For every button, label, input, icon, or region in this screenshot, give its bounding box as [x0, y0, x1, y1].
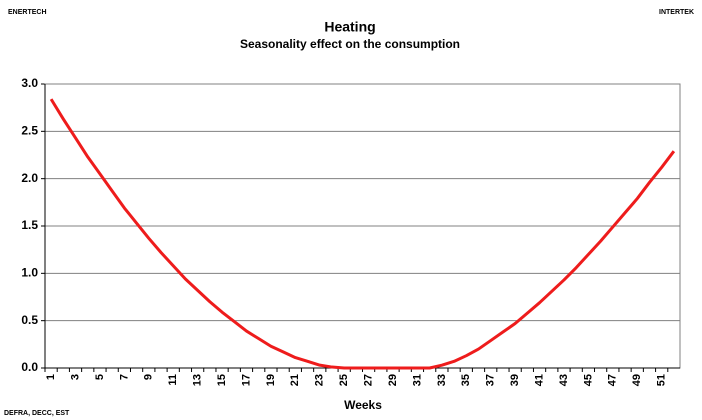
x-tick-label: 25	[338, 374, 350, 386]
x-tick-label: 43	[558, 374, 570, 386]
x-tick-label: 21	[289, 374, 301, 386]
x-axis-label: Weeks	[344, 398, 382, 412]
x-tick-label: 9	[143, 374, 155, 380]
y-tick-label: 2.0	[21, 171, 38, 185]
x-tick-label: 51	[656, 374, 668, 386]
x-tick-label: 13	[192, 374, 204, 386]
x-tick-label: 45	[582, 374, 594, 386]
x-tick-label: 5	[94, 374, 106, 380]
data-line	[49, 98, 676, 370]
x-tick-label: 49	[631, 374, 643, 386]
x-tick-label: 29	[387, 374, 399, 386]
top-right-label: INTERTEK	[659, 9, 694, 16]
x-tick-label: 1	[45, 374, 57, 380]
x-tick-label: 7	[118, 374, 130, 380]
x-tick-label: 17	[240, 374, 252, 386]
x-tick-label: 27	[363, 374, 375, 386]
y-tick-label: 0.0	[21, 360, 38, 374]
x-tick-label: 23	[314, 374, 326, 386]
x-tick-label: 19	[265, 374, 277, 386]
y-tick-label: 1.5	[21, 218, 38, 232]
x-tick-label: 47	[607, 374, 619, 386]
x-tick-label: 31	[411, 374, 423, 386]
x-tick-label: 15	[216, 374, 228, 386]
y-tick-label: 1.0	[21, 266, 38, 280]
x-tick-label: 37	[485, 374, 497, 386]
chart-title: Heating	[324, 19, 375, 35]
x-tick-label: 33	[436, 374, 448, 386]
y-tick-label: 3.0	[21, 76, 38, 90]
x-tick-label: 35	[460, 374, 472, 386]
top-left-label: ENERTECH	[8, 9, 47, 16]
y-tick-label: 0.5	[21, 313, 38, 327]
x-tick-label: 11	[167, 374, 179, 386]
x-tick-label: 3	[69, 374, 81, 380]
x-tick-label: 39	[509, 374, 521, 386]
x-tick-label: 41	[533, 374, 545, 386]
source: DEFRA, DECC, EST	[4, 410, 70, 417]
y-tick-label: 2.5	[21, 124, 38, 138]
chart-subtitle: Seasonality effect on the consumption	[240, 37, 460, 51]
